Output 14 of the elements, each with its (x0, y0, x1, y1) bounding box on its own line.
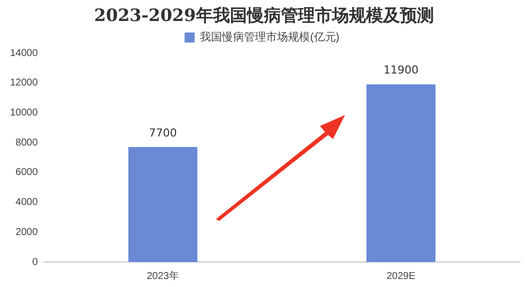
y-tick-label: 8000 (16, 137, 38, 148)
data-label: 7700 (148, 126, 177, 140)
data-label: 11900 (383, 64, 418, 77)
y-tick-label: 12000 (10, 78, 38, 89)
y-tick-label: 14000 (10, 48, 38, 59)
chart-title: 2023-2029年我国慢病管理市场规模及预测 (93, 5, 435, 27)
legend-label: 我国慢病管理市场规模(亿元) (200, 30, 340, 44)
y-tick-label: 6000 (16, 167, 38, 178)
x-tick-label: 2023年 (146, 270, 179, 282)
y-tick-label: 4000 (16, 197, 38, 208)
y-tick-label: 2000 (16, 226, 38, 238)
y-tick-label: 0 (32, 256, 38, 268)
y-tick-label: 10000 (10, 107, 38, 118)
x-tick-label: 2029E (386, 270, 416, 282)
